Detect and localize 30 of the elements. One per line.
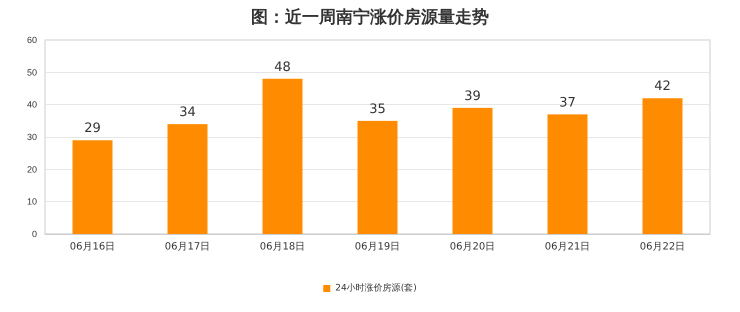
bar xyxy=(358,120,398,234)
x-tick-label: 06月16日 xyxy=(70,242,116,252)
x-tick-label: 06月21日 xyxy=(544,242,590,252)
chart-title: 图：近一周南宁涨价房源量走势 xyxy=(251,8,489,28)
x-tick-label: 06月19日 xyxy=(354,242,400,252)
y-tick-label: 20 xyxy=(26,164,37,174)
x-tick-label: 06月22日 xyxy=(640,242,686,252)
y-tick-label: 50 xyxy=(26,67,37,78)
data-label: 42 xyxy=(654,79,671,94)
y-tick-label: 40 xyxy=(26,100,37,110)
y-tick-label: 0 xyxy=(32,229,37,239)
bar xyxy=(452,108,492,234)
data-label: 29 xyxy=(84,121,101,136)
x-tick-label: 06月18日 xyxy=(260,242,306,252)
bar xyxy=(262,78,302,234)
y-tick-label: 30 xyxy=(26,132,37,142)
data-label: 39 xyxy=(464,88,481,104)
y-tick-label: 60 xyxy=(26,35,37,45)
bar xyxy=(642,98,682,234)
x-tick-label: 06月20日 xyxy=(450,242,496,252)
bar xyxy=(548,114,588,234)
bar xyxy=(72,140,112,234)
bar xyxy=(168,124,208,234)
data-label: 34 xyxy=(179,105,196,120)
data-label: 35 xyxy=(369,102,386,117)
y-tick-label: 10 xyxy=(26,196,37,207)
legend-label: 24小时涨价房源(套) xyxy=(335,282,417,294)
x-tick-label: 06月17日 xyxy=(164,242,210,252)
data-label: 37 xyxy=(559,95,576,110)
data-label: 48 xyxy=(274,60,291,75)
